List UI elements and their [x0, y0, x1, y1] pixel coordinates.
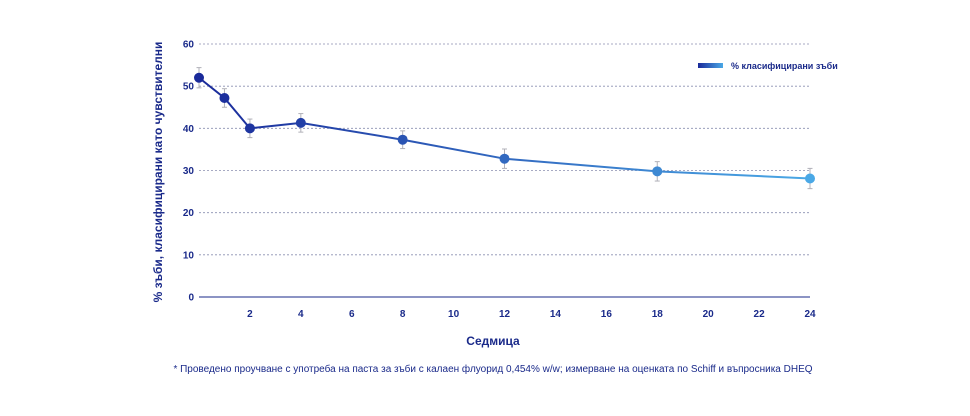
- y-tick-label: 20: [183, 208, 195, 219]
- x-tick-label: 14: [550, 309, 562, 320]
- legend: % класифицирани зъби: [698, 61, 838, 71]
- x-tick-label: 12: [499, 309, 511, 320]
- x-tick-label: 20: [703, 309, 715, 320]
- x-tick-label: 8: [400, 309, 406, 320]
- data-point: [295, 117, 306, 128]
- x-tick-label: 2: [247, 309, 253, 320]
- legend-label: % класифицирани зъби: [731, 61, 838, 71]
- data-point: [219, 92, 230, 103]
- x-tick-label: 18: [652, 309, 664, 320]
- x-tick-label: 22: [754, 309, 766, 320]
- data-point: [652, 166, 663, 177]
- data-point: [499, 153, 510, 164]
- footnote: * Проведено проучване с употреба на паст…: [173, 363, 812, 375]
- data-point: [805, 173, 815, 184]
- data-point: [397, 134, 408, 145]
- y-tick-labels: 0 10 20 30 40 50 60: [183, 40, 195, 304]
- series-line: [198, 76, 811, 180]
- y-axis-title: % зъби, класифицирани като чувствителни: [151, 42, 165, 303]
- y-tick-label: 10: [183, 250, 195, 261]
- data-points: [194, 72, 815, 184]
- y-tick-label: 60: [183, 40, 195, 51]
- data-point: [244, 123, 255, 134]
- y-tick-label: 30: [183, 166, 195, 177]
- x-axis-title: Седмица: [466, 334, 520, 348]
- x-tick-label: 6: [349, 309, 355, 320]
- y-tick-label: 40: [183, 124, 195, 135]
- x-tick-labels: 2 4 6 8 10 12 14 16 18 20 22 24: [247, 309, 816, 320]
- x-tick-label: 4: [298, 309, 304, 320]
- x-tick-label: 16: [601, 309, 613, 320]
- x-tick-label: 10: [448, 309, 460, 320]
- y-tick-label: 0: [188, 293, 194, 304]
- data-point: [194, 72, 204, 83]
- y-tick-label: 50: [183, 82, 195, 93]
- legend-swatch: [698, 63, 723, 68]
- x-tick-label: 24: [804, 309, 816, 320]
